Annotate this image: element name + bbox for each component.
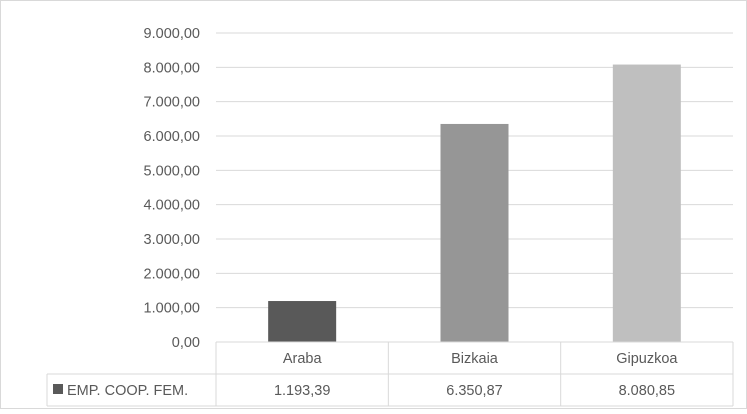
y-tick-label: 6.000,00 [144,129,200,145]
y-tick-label: 4.000,00 [144,198,200,214]
data-table: Araba 1.193,39 Bizkaia 6.350,87 Gipuzkoa 8.08… [46,341,734,407]
y-tick-label: 7.000,00 [144,95,200,111]
bar-bizkaia [440,123,509,342]
y-tick-label: 9.000,00 [144,26,200,42]
y-tick-label: 8.000,00 [144,60,200,76]
y-tick-label: 5.000,00 [144,163,200,179]
legend-key [53,384,63,394]
category-label: Bizkaia [451,351,499,367]
bars [268,64,681,342]
category-label: Gipuzkoa [616,351,678,367]
bar-araba [268,301,337,342]
y-axis: 0,00 1.000,00 2.000,00 3.000,00 4.000,00 5.00… [144,26,200,351]
y-tick-label: 0,00 [172,335,200,351]
y-tick-label: 2.000,00 [144,266,200,282]
category-label: Araba [283,351,323,367]
bar-gipuzkoa [612,64,681,342]
y-tick-label: 3.000,00 [144,232,200,248]
y-tick-label: 1.000,00 [144,301,200,317]
data-value-label: 8.080,85 [619,383,675,399]
series-label: EMP. COOP. FEM. [67,383,188,399]
data-value-label: 1.193,39 [274,383,330,399]
data-value-label: 6.350,87 [446,383,502,399]
